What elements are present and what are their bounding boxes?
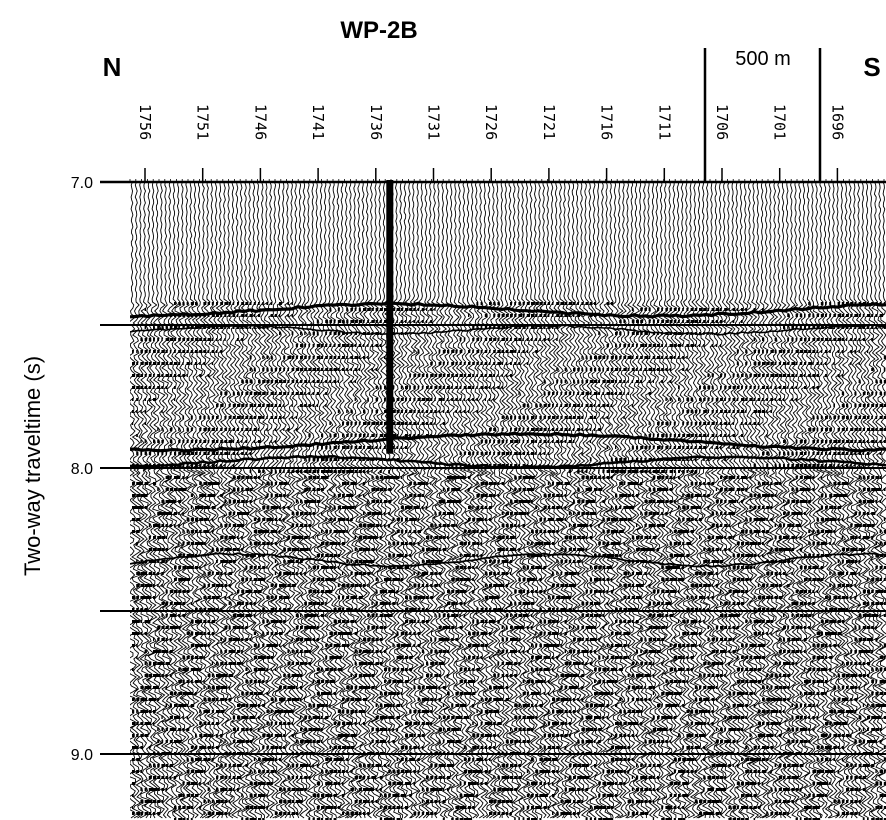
- reflector-horizon: [130, 324, 886, 336]
- reflector-horizon: [130, 454, 886, 470]
- cdp-label: 1731: [425, 104, 443, 140]
- cdp-label: 1711: [655, 104, 673, 140]
- reflector-horizon: [130, 431, 886, 453]
- reflector-horizon: [130, 552, 886, 568]
- cdp-label: 1741: [309, 104, 327, 140]
- cdp-label: 1716: [598, 104, 616, 140]
- y-axis-label: Two-way traveltime (s): [20, 356, 45, 576]
- cdp-label: 1721: [540, 104, 558, 140]
- y-tick-label: 9.0: [71, 747, 93, 764]
- cdp-label: 1736: [367, 104, 385, 140]
- y-tick-label: 8.0: [71, 461, 93, 478]
- cdp-label: 1756: [136, 104, 154, 140]
- cdp-label: 1701: [771, 104, 789, 140]
- cdp-label-group: 1756 1751 1746 1741 1736 1731 1726 1721 1716 1711…: [136, 104, 846, 182]
- cdp-label: 1726: [482, 104, 500, 140]
- direction-north-label: N: [103, 52, 122, 82]
- scale-bar: 500 m: [703, 48, 822, 183]
- reflector-horizon: [130, 301, 886, 319]
- cdp-label: 1696: [828, 104, 846, 140]
- direction-south-label: S: [863, 52, 880, 82]
- cdp-label: 1706: [713, 104, 731, 140]
- cdp-label: 1751: [194, 104, 212, 140]
- top-axis: [100, 179, 886, 184]
- scale-bar-label: 500 m: [735, 48, 791, 70]
- section-title: WP-2B: [340, 17, 417, 44]
- y-tick-label: 7.0: [71, 175, 93, 192]
- cdp-label: 1746: [251, 104, 269, 140]
- seismic-traces: [130, 182, 886, 820]
